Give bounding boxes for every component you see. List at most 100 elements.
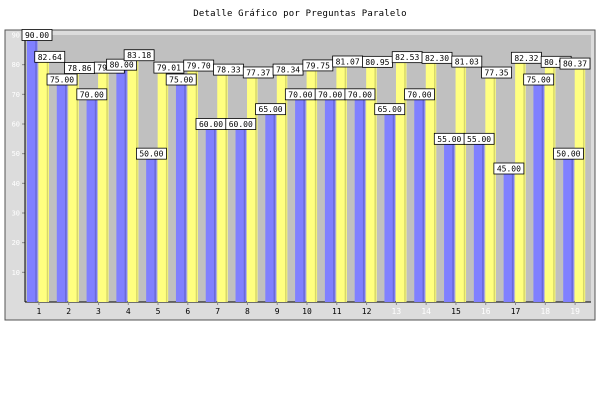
data-label: 80.96 [544,58,568,67]
bar-series-2 [574,63,586,302]
y-tick-label: 60 [12,121,20,129]
data-label-box [463,132,495,145]
bar-series-1 [414,94,425,302]
data-label: 78.34 [276,66,300,75]
data-label: 82.53 [395,53,419,62]
data-label: 82.32 [514,54,538,63]
data-label-box [481,66,512,79]
data-label-box [559,57,591,70]
data-label: 83.18 [127,51,151,60]
x-tick-label: 6 [185,307,190,316]
bar-series-2 [425,57,437,302]
y-tick-label: 20 [12,239,20,247]
bar-series-2 [217,69,228,302]
data-label: 50.00 [139,150,163,159]
chart-title: Detalle Gráfico por Preguntas Paralelo [193,9,407,19]
bar-series-2 [68,68,79,302]
bar-series-2 [336,61,347,302]
bar-series-2 [544,61,556,303]
x-tick-label: 15 [451,307,461,316]
bar-series-1 [384,109,395,303]
y-tick-label: 90 [12,32,20,40]
data-label: 70.00 [288,90,312,99]
x-tick-label: 8 [245,307,250,316]
data-label: 81.03 [455,58,479,67]
data-label: 70.00 [407,90,431,99]
bar-series-1 [175,79,187,302]
x-tick-label: 2 [66,307,71,316]
data-label: 80.00 [110,61,134,70]
bar-series-2 [98,67,109,302]
x-tick-label: 5 [156,307,161,316]
data-label: 90.00 [25,31,49,40]
x-tick-label: 13 [392,307,402,316]
bar-series-1 [503,168,515,302]
x-tick-label: 12 [362,307,372,316]
x-tick-label: 16 [481,307,491,316]
data-label-box [21,29,53,41]
bar-series-1 [56,79,68,302]
x-tick-label: 1 [36,307,41,316]
bar-series-2 [127,55,139,302]
data-label-box [493,162,525,175]
x-tick-label: 14 [421,307,431,316]
data-label: 75.00 [169,76,193,85]
x-tick-label: 19 [570,307,580,316]
data-label: 81.07 [336,57,360,66]
data-label: 79.01 [157,64,181,73]
data-label-box [523,73,555,86]
y-tick-label: 70 [12,91,20,99]
data-label: 45.00 [497,165,521,174]
bar-series-1 [205,124,217,302]
data-label-box [404,88,435,101]
y-tick-label: 30 [12,210,20,218]
bar-series-2 [366,61,377,303]
x-tick-label: 3 [96,307,101,316]
x-tick-label: 7 [215,307,220,316]
bar-series-2 [157,67,169,302]
data-label: 55.00 [467,135,491,144]
bar-series-1 [86,94,98,302]
x-tick-label: 11 [332,307,342,316]
x-tick-label: 9 [275,307,280,316]
data-label-box [123,49,155,62]
bar-series-1 [295,94,306,302]
y-tick-label: 80 [12,61,20,69]
data-label: 70.00 [318,90,342,99]
bar-series-2 [276,69,288,302]
data-label: 80.37 [563,60,587,69]
data-label-box [255,103,286,116]
data-label: 79.75 [306,61,330,70]
data-label: 55.00 [437,135,461,144]
data-label-box [76,88,108,101]
data-label-box [165,73,197,86]
data-label: 78.86 [67,64,91,73]
x-tick-label: 18 [540,307,550,316]
bar-series-1 [563,153,574,302]
bar-series-2 [187,65,198,302]
x-tick-label: 4 [126,307,131,316]
data-label: 70.00 [348,90,372,99]
bar-series-1 [116,64,127,303]
data-label-box [136,147,167,160]
data-label-box [553,147,584,160]
data-label-box [106,58,138,71]
bar-series-2 [515,57,526,303]
data-label: 60.00 [199,120,223,129]
y-tick-label: 50 [12,150,20,158]
bar-series-2 [306,65,318,303]
data-label: 82.30 [425,54,449,63]
data-label-box [451,55,483,68]
bar-series-1 [354,94,366,302]
bar-series-2 [485,72,496,302]
bar-series-2 [455,61,467,303]
data-label: 77.35 [485,69,509,78]
bar-series-1 [444,138,455,302]
bar-series-1 [27,35,38,302]
x-tick-label: 17 [511,307,521,316]
data-label-box [344,88,376,101]
bar-series-2 [247,72,258,303]
data-label: 79.70 [187,62,211,71]
data-label-box [46,73,78,86]
